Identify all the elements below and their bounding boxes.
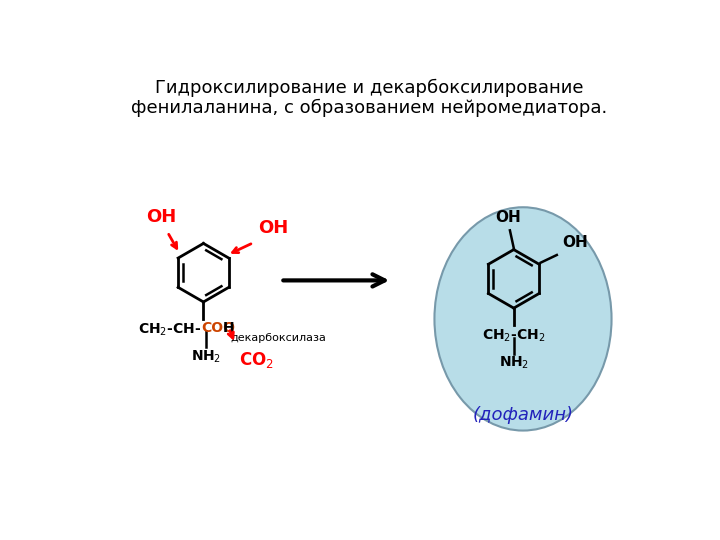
Text: CH$_2$-CH-: CH$_2$-CH- [138,321,201,338]
Text: NH$_2$: NH$_2$ [191,348,221,364]
Text: NH$_2$: NH$_2$ [499,355,529,372]
Text: COO: COO [201,321,235,335]
Text: декарбоксилаза: декарбоксилаза [230,333,326,343]
Text: ОН: ОН [562,235,588,251]
Text: ОН: ОН [146,208,176,226]
Text: H: H [222,321,234,335]
Text: (дофамин): (дофамин) [472,406,574,424]
Text: CH$_2$-CH$_2$: CH$_2$-CH$_2$ [482,327,546,344]
Text: CO$_2$: CO$_2$ [239,350,274,370]
Text: фенилаланина, с образованием нейромедиатора.: фенилаланина, с образованием нейромедиат… [131,99,607,117]
Ellipse shape [434,207,611,430]
Text: ОН: ОН [495,210,521,225]
Text: Гидроксилирование и декарбоксилирование: Гидроксилирование и декарбоксилирование [155,79,583,97]
Text: ОН: ОН [258,219,288,237]
